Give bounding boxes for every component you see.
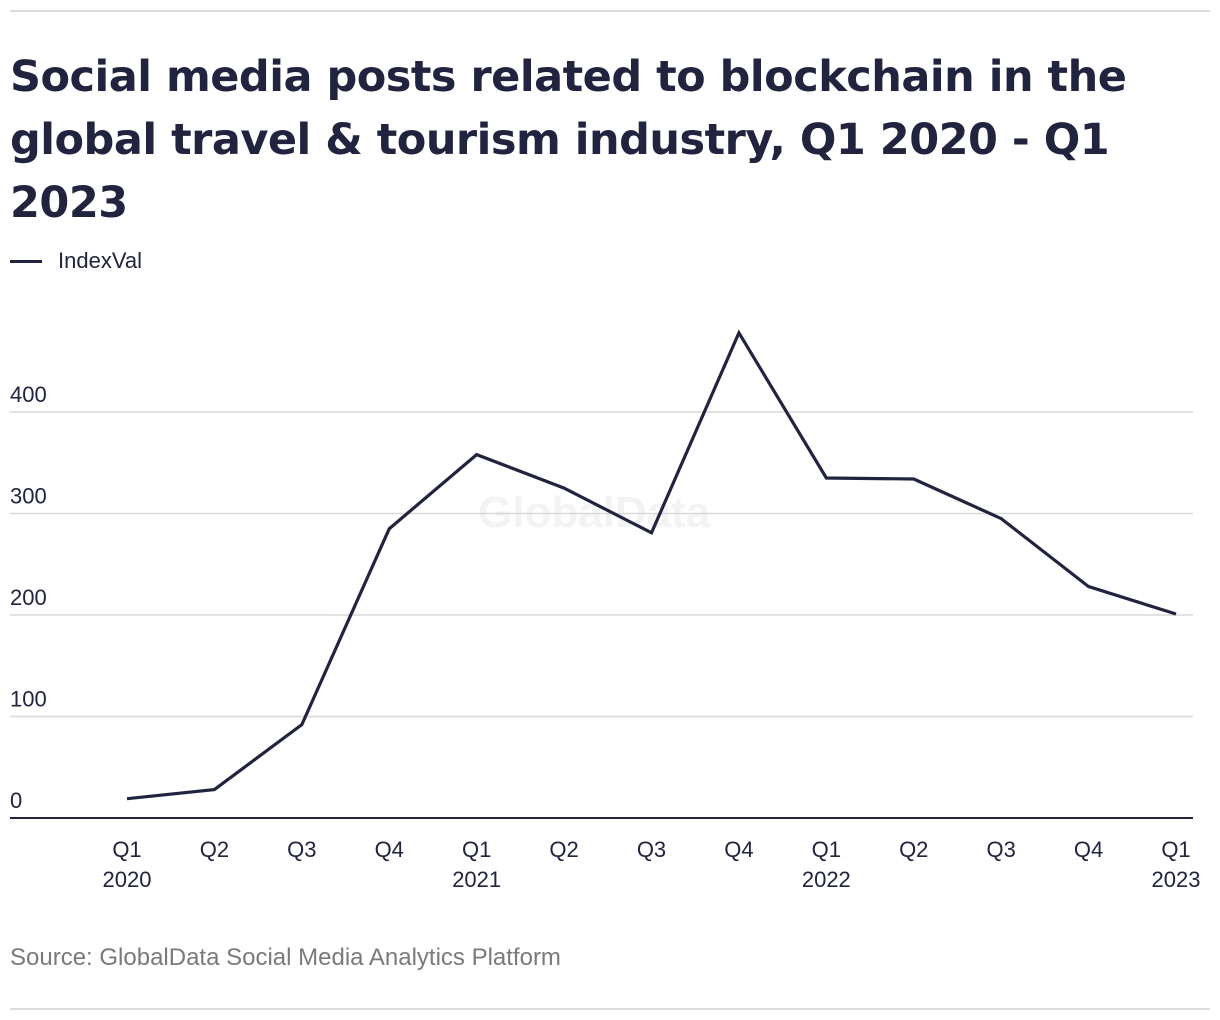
x-tick-label: Q3 <box>287 837 316 862</box>
x-tick-year-label: 2022 <box>802 867 851 892</box>
legend-swatch <box>10 259 42 263</box>
chart-title: Social media posts related to blockchain… <box>10 52 1127 228</box>
x-tick-year-label: 2021 <box>452 867 501 892</box>
x-tick-label: Q1 <box>1161 837 1190 862</box>
source-note: Source: GlobalData Social Media Analytic… <box>10 944 561 971</box>
watermark: GlobalData <box>478 488 711 537</box>
x-tick-label: Q4 <box>1074 837 1103 862</box>
x-tick-label: Q1 <box>112 837 141 862</box>
bottom-rule <box>10 1008 1210 1010</box>
x-tick-label: Q2 <box>200 837 229 862</box>
series-line-indexval <box>126 329 1177 801</box>
y-tick-label: 300 <box>10 484 47 509</box>
y-tick-label: 400 <box>10 382 47 407</box>
x-tick-year-label: 2020 <box>103 867 152 892</box>
top-rule <box>10 10 1210 12</box>
x-tick-label: Q2 <box>899 837 928 862</box>
y-tick-label: 0 <box>10 788 22 813</box>
x-tick-label: Q2 <box>549 837 578 862</box>
x-tick-label: Q4 <box>375 837 404 862</box>
y-tick-label: 200 <box>10 585 47 610</box>
x-tick-label: Q3 <box>986 837 1015 862</box>
legend: IndexVal <box>10 248 142 274</box>
x-tick-year-label: 2023 <box>1152 867 1201 892</box>
x-tick-label: Q1 <box>812 837 841 862</box>
legend-label: IndexVal <box>58 248 142 273</box>
x-tick-label: Q1 <box>462 837 491 862</box>
y-tick-label: 100 <box>10 687 47 712</box>
x-tick-label: Q3 <box>637 837 666 862</box>
x-tick-label: Q4 <box>724 837 753 862</box>
